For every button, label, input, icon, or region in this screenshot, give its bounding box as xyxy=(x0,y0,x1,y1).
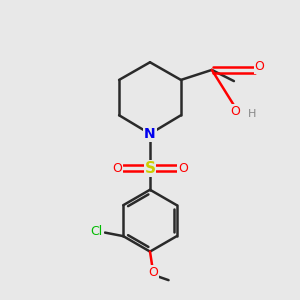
Text: Cl: Cl xyxy=(91,225,103,238)
Text: N: N xyxy=(144,127,156,141)
Text: O: O xyxy=(112,162,122,175)
Text: O: O xyxy=(178,162,188,175)
Text: O: O xyxy=(230,105,240,118)
Text: S: S xyxy=(145,161,155,176)
Text: H: H xyxy=(248,109,257,119)
Text: O: O xyxy=(148,266,158,279)
Text: O: O xyxy=(255,61,265,74)
